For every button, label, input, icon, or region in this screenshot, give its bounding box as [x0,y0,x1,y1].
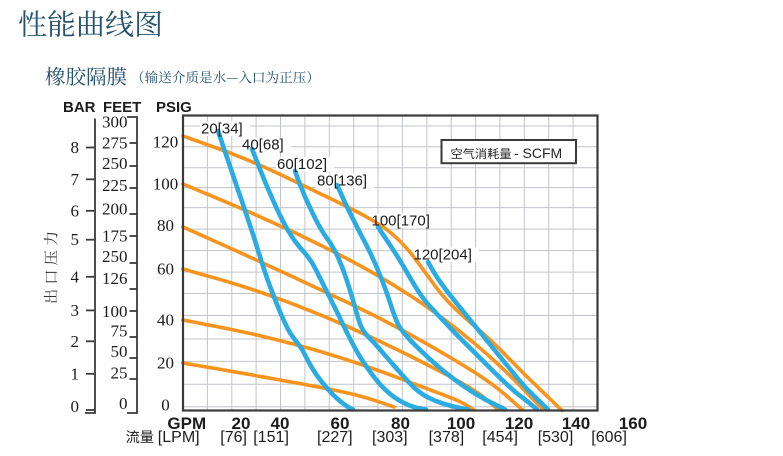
svg-text:[530]: [530] [538,429,574,446]
svg-text:20[34]: 20[34] [201,121,243,138]
svg-text:50: 50 [111,342,128,361]
svg-text:60: 60 [157,260,174,279]
svg-text:20: 20 [157,354,174,373]
svg-text:3: 3 [71,301,80,320]
svg-text:2: 2 [71,332,80,351]
svg-text:175: 175 [102,227,128,246]
svg-text:[76]: [76] [220,429,247,446]
svg-text:120[204]: 120[204] [414,247,472,264]
svg-text:0: 0 [119,394,128,413]
svg-text:4: 4 [71,267,80,286]
svg-text:80[136]: 80[136] [317,173,367,190]
svg-text:FEET: FEET [103,99,141,116]
svg-text:200: 200 [102,200,128,219]
svg-text:80: 80 [157,216,174,235]
svg-text:120: 120 [153,133,179,152]
svg-text:GPM: GPM [167,414,206,433]
svg-text:[227]: [227] [317,429,353,446]
svg-text:[606]: [606] [591,429,627,446]
svg-text:80: 80 [391,414,410,433]
svg-text:40: 40 [271,414,290,433]
svg-text:8: 8 [71,138,80,157]
svg-text:0: 0 [161,396,170,415]
svg-text:[151]: [151] [253,429,289,446]
svg-text:126: 126 [102,269,128,288]
svg-text:25: 25 [111,364,128,383]
svg-text:[LPM]: [LPM] [158,429,200,446]
svg-text:60: 60 [331,414,350,433]
svg-text:1: 1 [71,364,80,383]
svg-text:140: 140 [562,414,590,433]
svg-text:- SCFM: - SCFM [514,145,562,161]
svg-text:100[170]: 100[170] [372,213,430,230]
svg-text:75: 75 [111,321,128,340]
svg-text:BAR: BAR [63,99,96,116]
svg-text:20: 20 [232,414,251,433]
svg-text:40[68]: 40[68] [242,137,284,154]
svg-text:160: 160 [619,414,647,433]
svg-text:[303]: [303] [372,429,408,446]
svg-text:40: 40 [157,311,174,330]
svg-text:6: 6 [71,201,80,220]
svg-text:[454]: [454] [482,429,518,446]
svg-text:7: 7 [71,170,80,189]
svg-text:250: 250 [102,154,128,173]
svg-text:5: 5 [71,230,80,249]
svg-text:PSIG: PSIG [156,99,192,116]
svg-text:0: 0 [71,397,80,416]
svg-text:100: 100 [447,414,475,433]
svg-text:300: 300 [102,113,128,132]
svg-text:100: 100 [102,302,128,321]
svg-text:275: 275 [102,134,128,153]
svg-text:225: 225 [102,176,128,195]
svg-text:120: 120 [505,414,533,433]
svg-text:[378]: [378] [429,429,465,446]
svg-text:60[102]: 60[102] [277,156,327,173]
svg-text:250: 250 [102,247,128,266]
svg-text:100: 100 [153,175,179,194]
